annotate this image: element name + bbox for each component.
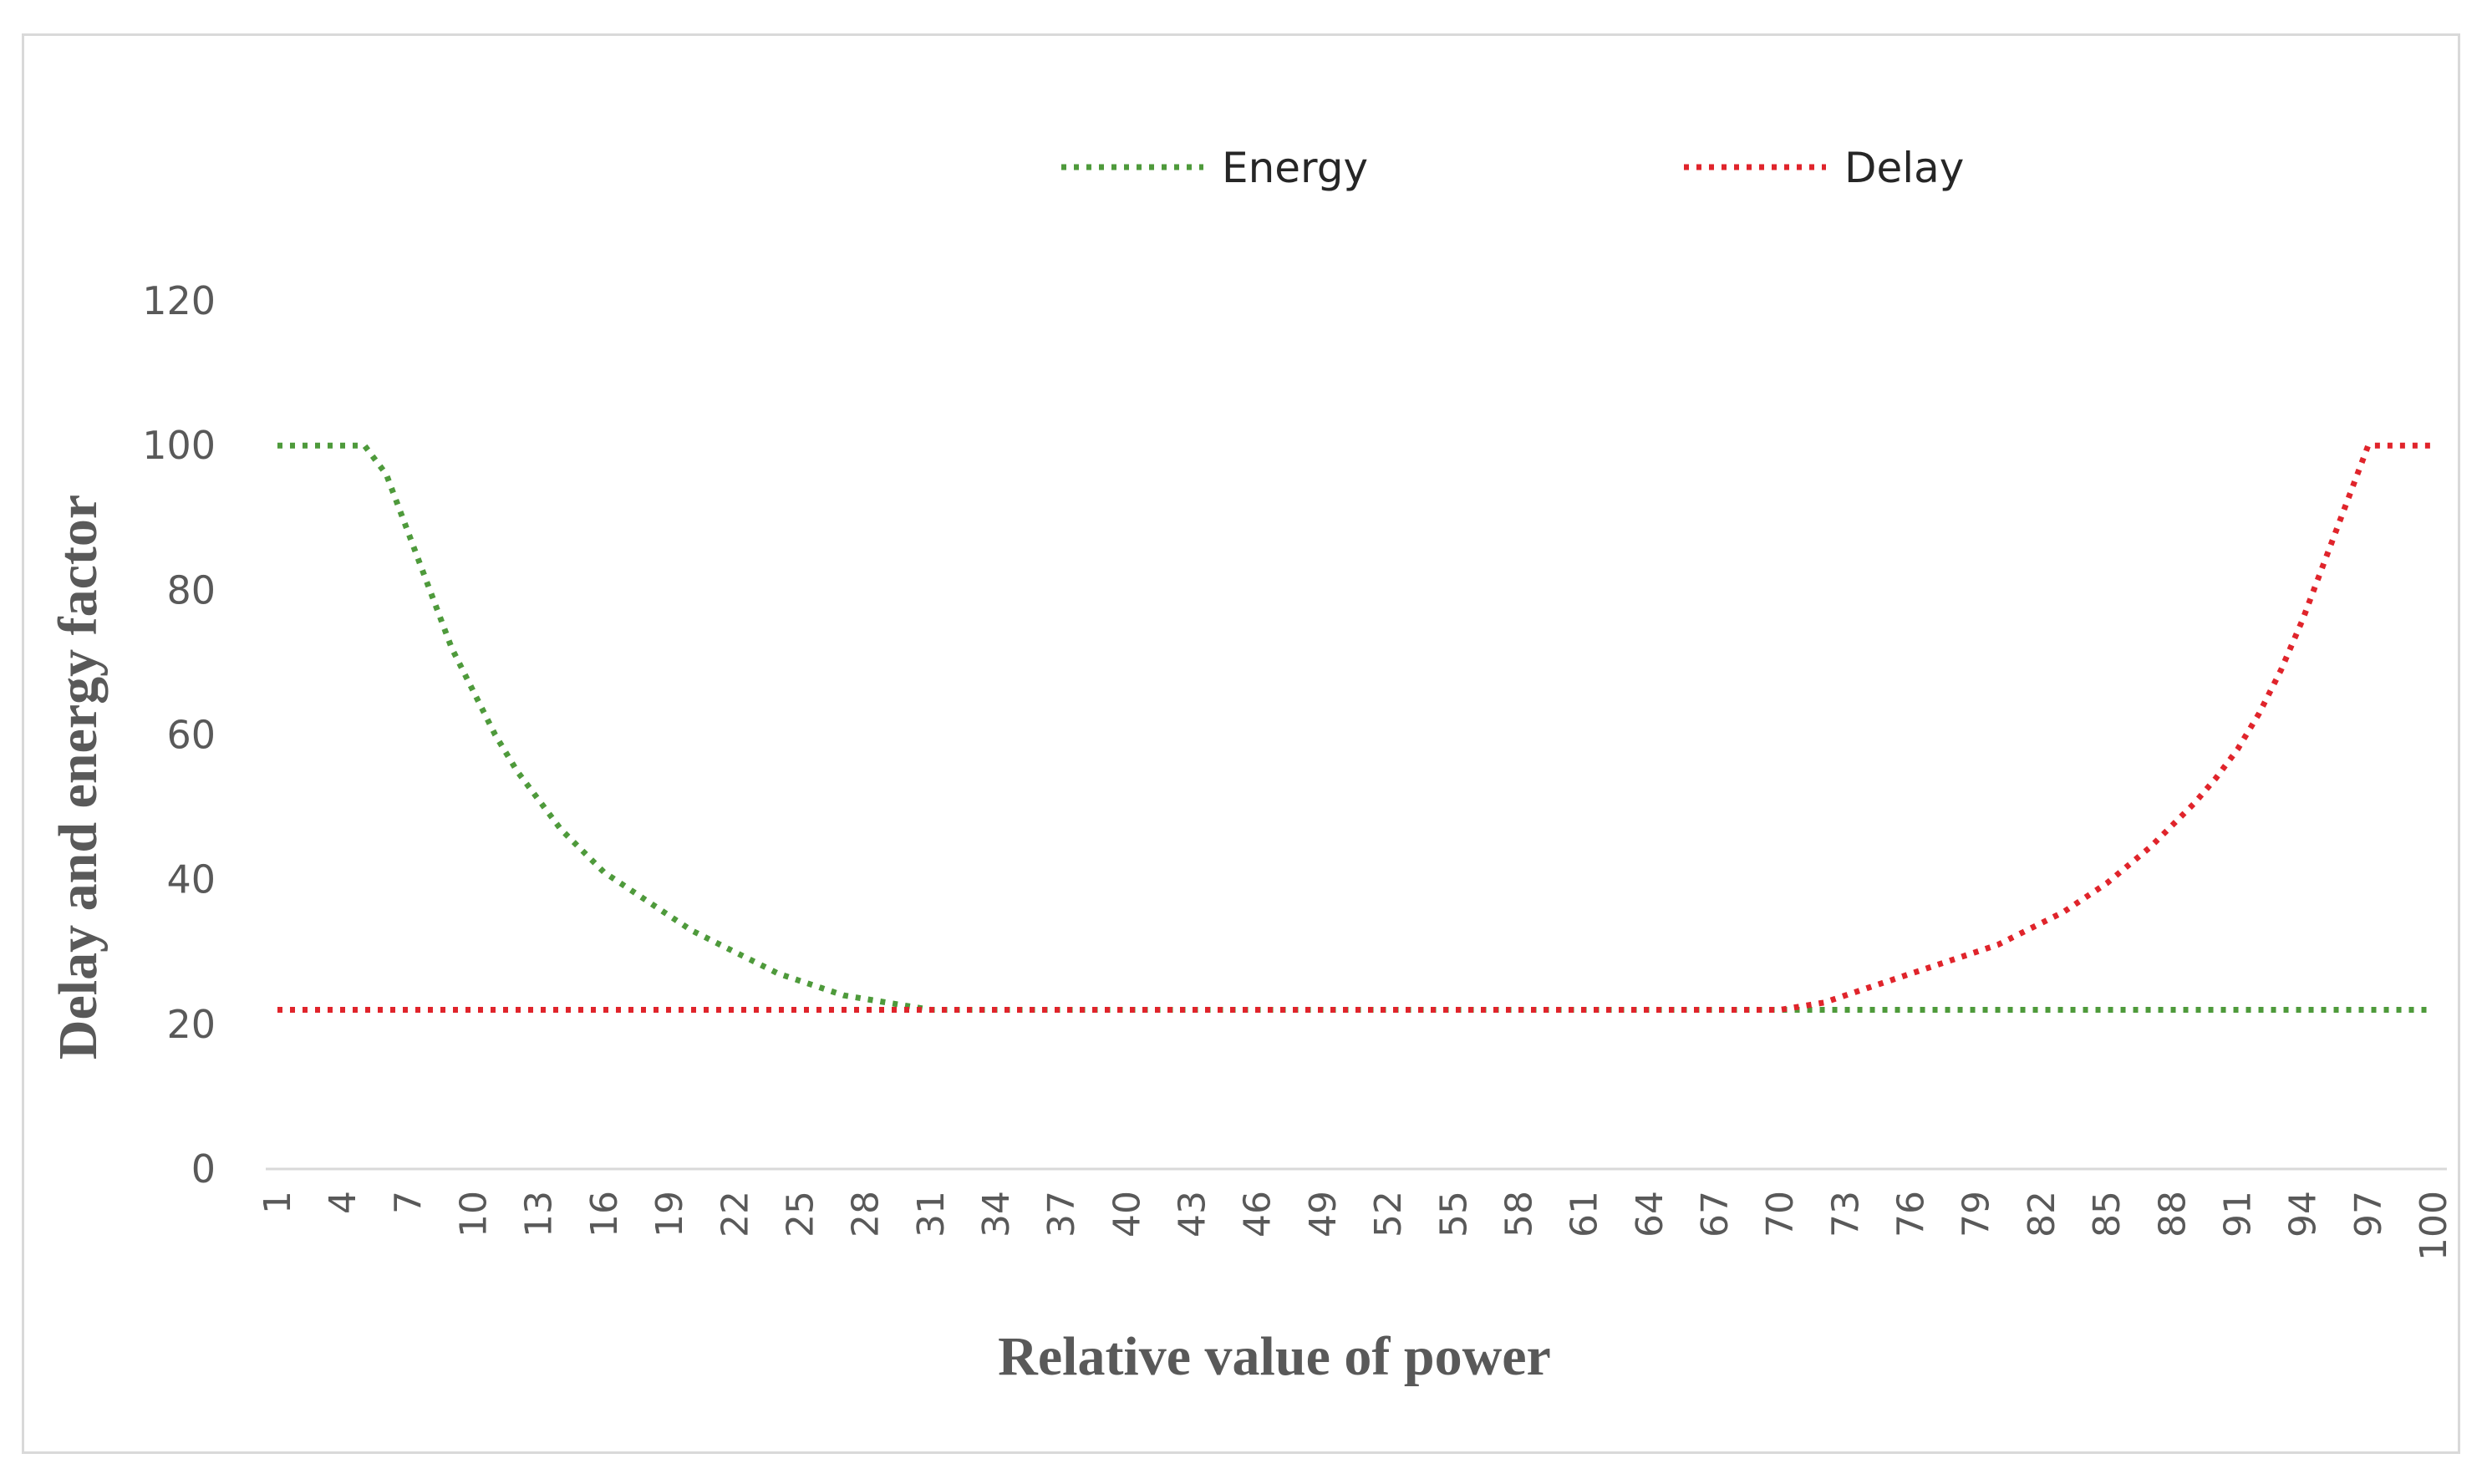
- x-tick-label: 73: [1824, 1191, 1867, 1238]
- x-tick-label: 1: [257, 1191, 299, 1214]
- x-tick-label: 31: [910, 1191, 953, 1238]
- x-tick-label: 58: [1498, 1191, 1540, 1238]
- x-tick-label: 82: [2021, 1191, 2063, 1238]
- x-tick-label: 55: [1432, 1191, 1475, 1238]
- y-tick-label: 120: [142, 278, 216, 323]
- x-tick-label: 13: [518, 1191, 561, 1238]
- x-tick-label: 4: [322, 1191, 364, 1214]
- y-tick-label: 80: [166, 567, 216, 612]
- x-tick-label: 88: [2151, 1191, 2194, 1238]
- series-line-delay: [277, 442, 2434, 1013]
- y-tick-label: 0: [191, 1146, 216, 1192]
- y-axis-ticks: 0 20 40 60 80 100 120: [142, 278, 216, 1192]
- y-tick-label: 100: [142, 423, 216, 468]
- x-tick-label: 34: [975, 1191, 1018, 1238]
- x-tick-label: 46: [1237, 1191, 1279, 1238]
- x-tick-label: 49: [1302, 1191, 1345, 1238]
- y-tick-label: 20: [166, 1002, 216, 1047]
- x-tick-label: 94: [2282, 1191, 2325, 1238]
- x-tick-label: 40: [1106, 1191, 1148, 1238]
- x-tick-label: 37: [1040, 1191, 1083, 1238]
- x-tick-label: 67: [1694, 1191, 1737, 1238]
- x-tick-label: 76: [1890, 1191, 1933, 1238]
- legend-label-delay: Delay: [1844, 144, 1964, 192]
- x-tick-label: 10: [453, 1191, 496, 1238]
- x-tick-label: 85: [2086, 1191, 2128, 1238]
- x-tick-label: 79: [1956, 1191, 1998, 1238]
- x-tick-label: 100: [2413, 1191, 2455, 1261]
- x-tick-label: 97: [2347, 1191, 2390, 1238]
- series-layer: [277, 442, 2434, 1013]
- chart-frame: [22, 33, 2460, 1454]
- x-tick-label: 43: [1172, 1191, 1214, 1238]
- y-tick-label: 40: [166, 857, 216, 902]
- series-line-energy: [277, 442, 2434, 1013]
- x-tick-label: 61: [1564, 1191, 1606, 1238]
- x-axis-title: Relative value of power: [998, 1326, 1551, 1387]
- legend-label-energy: Energy: [1222, 144, 1368, 192]
- x-axis-ticks: 1 4 7 10 13 16 19 22 25 28 31 34 37 40 43 46 49 52 55 58 61 6…: [257, 1191, 2455, 1261]
- y-tick-label: 60: [166, 713, 216, 758]
- x-tick-label: 28: [845, 1191, 887, 1238]
- x-tick-label: 70: [1759, 1191, 1802, 1238]
- x-tick-label: 52: [1367, 1191, 1410, 1238]
- x-tick-label: 64: [1629, 1191, 1671, 1238]
- x-tick-label: 91: [2216, 1191, 2259, 1238]
- x-tick-label: 19: [648, 1191, 691, 1238]
- x-tick-label: 25: [779, 1191, 821, 1238]
- x-tick-label: 16: [583, 1191, 626, 1238]
- x-tick-label: 22: [714, 1191, 756, 1238]
- y-axis-title: Delay and energy factor: [48, 495, 109, 1060]
- legend: Energy Delay: [1061, 144, 1964, 192]
- x-tick-label: 7: [387, 1191, 430, 1214]
